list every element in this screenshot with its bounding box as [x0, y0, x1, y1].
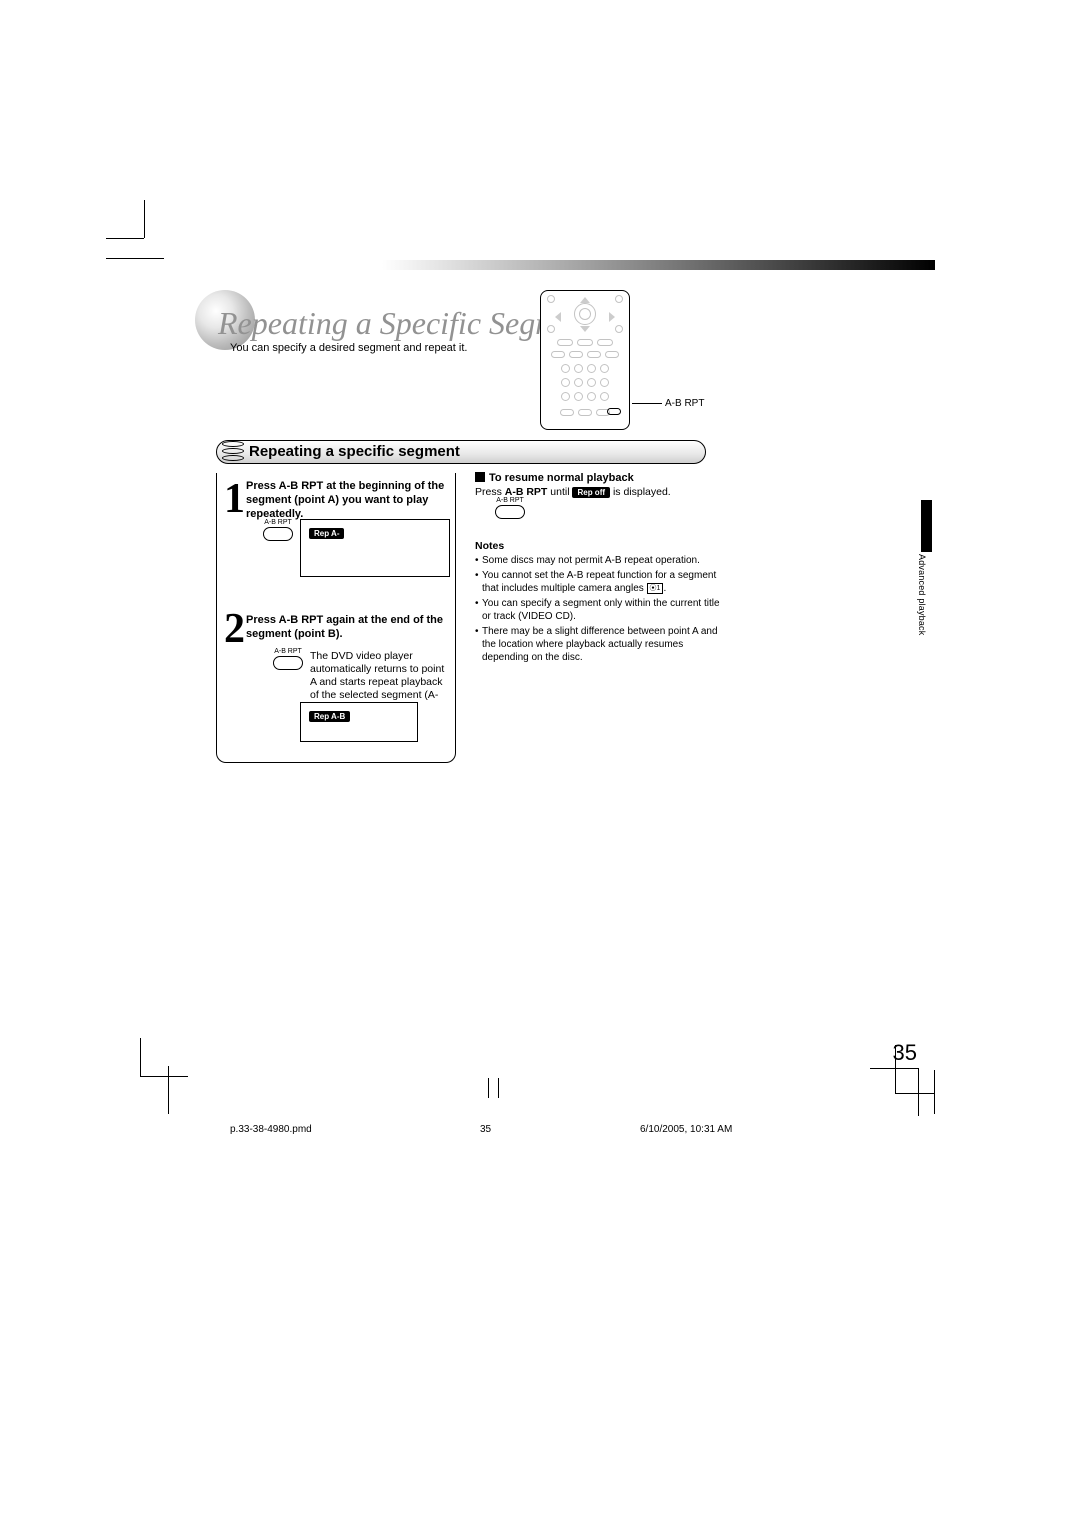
- step-2-display: Rep A-B: [300, 702, 418, 742]
- resume-heading: To resume normal playback: [475, 472, 634, 484]
- note-item: There may be a slight difference between…: [475, 625, 730, 664]
- step-2-badge: Rep A-B: [309, 711, 350, 722]
- page-subtitle: You can specify a desired segment and re…: [230, 342, 467, 354]
- page-number: 35: [893, 1040, 917, 1066]
- disc-icons: [222, 441, 244, 461]
- footer-page: 35: [480, 1124, 491, 1135]
- resume-button-icon: A-B RPT: [492, 497, 528, 519]
- side-tab: Advanced playback: [917, 500, 935, 600]
- page-number-rule: [934, 1070, 935, 1114]
- step-1-badge: Rep A-: [309, 528, 344, 539]
- note-item: Some discs may not permit A-B repeat ope…: [475, 554, 730, 567]
- step-2-text: Press A-B RPT again at the end of the se…: [246, 614, 451, 642]
- note-item: You can specify a segment only within th…: [475, 597, 730, 623]
- step-2-number: 2: [224, 608, 245, 650]
- notes-heading: Notes: [475, 540, 504, 552]
- notes-list: Some discs may not permit A-B repeat ope…: [475, 554, 730, 666]
- step-1-number: 1: [224, 478, 245, 520]
- note-item: You cannot set the A-B repeat function f…: [475, 569, 730, 595]
- step-2-button-icon: A-B RPT: [270, 648, 306, 670]
- remote-diagram: [540, 290, 630, 430]
- step-1-text: Press A-B RPT at the beginning of the se…: [246, 480, 451, 521]
- step-1-button-icon: A-B RPT: [260, 519, 296, 541]
- camera-icon: ⦿1: [647, 583, 664, 594]
- step-1-display: Rep A-: [300, 519, 450, 577]
- section-heading: Repeating a specific segment: [249, 443, 460, 460]
- remote-callout-label: A-B RPT: [665, 398, 704, 409]
- header-gradient: [145, 260, 935, 270]
- footer-datetime: 6/10/2005, 10:31 AM: [640, 1124, 732, 1135]
- footer-file: p.33-38-4980.pmd: [230, 1124, 312, 1135]
- resume-badge: Rep off: [572, 487, 610, 498]
- remote-callout-line: [632, 403, 662, 404]
